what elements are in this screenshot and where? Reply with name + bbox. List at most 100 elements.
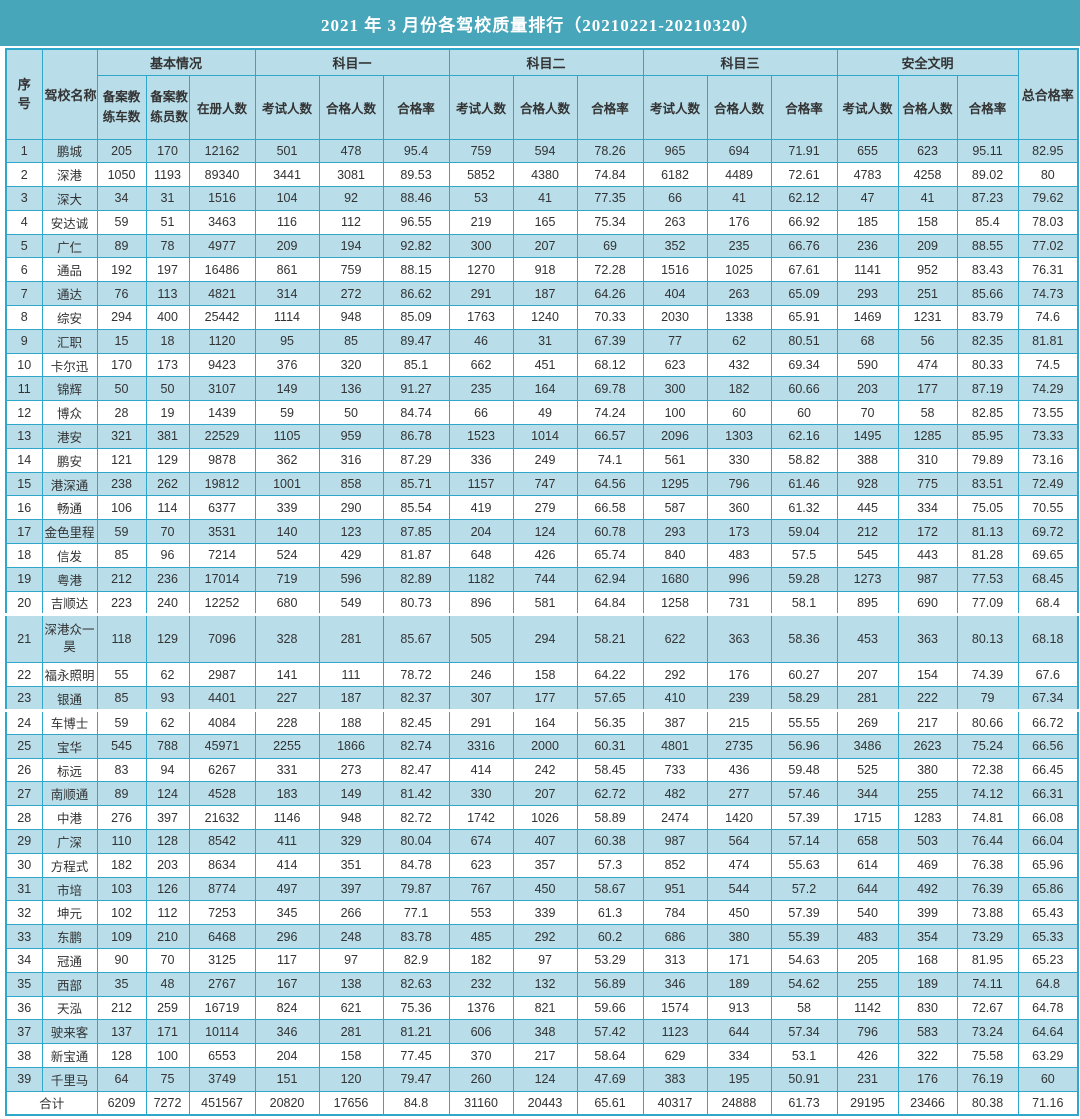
value-cell: 106	[96, 495, 147, 521]
value-cell: 69	[576, 233, 644, 259]
value-cell: 66.72	[1017, 709, 1079, 735]
value-cell: 821	[512, 995, 578, 1021]
total-value-cell: 6209	[96, 1090, 147, 1116]
seq-cell: 12	[5, 400, 43, 426]
table-row: 3 深大 34 31 1516 104 92 88.46 53 41 77.35 66 41 62.12 4…	[5, 186, 1079, 211]
value-cell: 399	[897, 900, 958, 926]
value-cell: 674	[448, 829, 514, 854]
value-cell: 92.82	[382, 233, 450, 259]
value-cell: 80.51	[770, 328, 838, 354]
table-row: 38 新宝通 128 100 6553 204 158 77.45 370 217 58.64 629…	[5, 1043, 1079, 1068]
value-cell: 3531	[188, 519, 256, 545]
value-cell: 50	[145, 376, 190, 402]
value-cell: 1439	[188, 400, 256, 426]
value-cell: 78.26	[576, 138, 644, 164]
value-cell: 70.55	[1017, 495, 1079, 521]
value-cell: 1420	[706, 805, 772, 831]
value-cell: 60.2	[576, 924, 644, 949]
value-cell: 2474	[642, 805, 708, 831]
school-name-cell: 广深	[41, 829, 98, 854]
value-cell: 171	[706, 948, 772, 973]
value-cell: 1523	[448, 424, 514, 449]
value-cell: 74.5	[1017, 352, 1079, 378]
seq-cell: 10	[5, 352, 43, 378]
value-cell: 329	[318, 829, 384, 854]
value-cell: 57.5	[770, 543, 838, 568]
value-cell: 951	[642, 876, 708, 902]
value-cell: 680	[254, 590, 320, 616]
seq-cell: 20	[5, 590, 43, 616]
value-cell: 217	[897, 709, 958, 735]
seq-cell: 6	[5, 257, 43, 283]
value-cell: 251	[897, 281, 958, 307]
group-header-subject3: 科目三	[642, 48, 838, 76]
value-cell: 94	[145, 757, 190, 783]
value-cell: 73.24	[956, 1019, 1019, 1045]
value-cell: 69.65	[1017, 543, 1079, 568]
value-cell: 686	[642, 924, 708, 949]
seq-cell: 21	[5, 613, 43, 664]
seq-cell: 18	[5, 543, 43, 568]
value-cell: 95.4	[382, 138, 450, 164]
school-name-cell: 深港	[41, 162, 98, 188]
value-cell: 965	[642, 138, 708, 164]
value-cell: 72.67	[956, 995, 1019, 1021]
value-cell: 540	[836, 900, 899, 926]
header-sub-row: 备案教练车数 备案教练员数 在册人数 考试人数 合格人数 合格率 考试人数 合格…	[6, 74, 1078, 140]
table-row: 39 千里马 64 75 3749 151 120 79.47 260 124 47.69 383 19…	[5, 1066, 1079, 1092]
value-cell: 346	[642, 971, 708, 997]
value-cell: 164	[512, 376, 578, 402]
value-cell: 362	[254, 447, 320, 473]
school-name-cell: 标远	[41, 757, 98, 783]
table-body: 1 鹏城 205 170 12162 501 478 95.4 759 594 78.26 965 69…	[5, 138, 1079, 1116]
school-name-cell: 深大	[41, 186, 98, 211]
value-cell: 204	[448, 519, 514, 545]
col-header-enrolled: 在册人数	[188, 74, 256, 140]
value-cell: 70	[145, 519, 190, 545]
value-cell: 126	[145, 876, 190, 902]
value-cell: 959	[318, 424, 384, 449]
value-cell: 300	[448, 233, 514, 259]
value-cell: 197	[145, 257, 190, 283]
value-cell: 74.84	[576, 162, 644, 188]
value-cell: 987	[897, 566, 958, 592]
value-cell: 330	[706, 447, 772, 473]
col-header-s3-rate: 合格率	[770, 74, 838, 140]
value-cell: 553	[448, 900, 514, 926]
school-name-cell: 粤港	[41, 566, 98, 592]
value-cell: 12252	[188, 590, 256, 616]
value-cell: 281	[318, 1019, 384, 1045]
value-cell: 59.04	[770, 519, 838, 545]
value-cell: 70	[836, 400, 899, 426]
value-cell: 54.62	[770, 971, 838, 997]
value-cell: 414	[448, 757, 514, 783]
value-cell: 170	[145, 138, 190, 164]
value-cell: 3107	[188, 376, 256, 402]
value-cell: 158	[512, 662, 578, 688]
group-header-safety: 安全文明	[836, 48, 1019, 76]
value-cell: 61.3	[576, 900, 644, 926]
value-cell: 19812	[188, 471, 256, 497]
value-cell: 217	[512, 1043, 578, 1068]
value-cell: 450	[706, 900, 772, 926]
seq-cell: 2	[5, 162, 43, 188]
value-cell: 273	[318, 757, 384, 783]
value-cell: 207	[512, 781, 578, 807]
value-cell: 79.89	[956, 447, 1019, 473]
table-row: 2 深港 1050 1193 89340 3441 3081 89.53 5852 4380 74.…	[5, 162, 1079, 188]
value-cell: 67.39	[576, 328, 644, 354]
value-cell: 6267	[188, 757, 256, 783]
seq-cell: 24	[5, 709, 43, 735]
value-cell: 6553	[188, 1043, 256, 1068]
value-cell: 176	[706, 209, 772, 235]
table-row: 7 通达 76 113 4821 314 272 86.62 291 187 64.26 404 263…	[5, 281, 1079, 307]
value-cell: 74.81	[956, 805, 1019, 831]
table-wrap: 序号 驾校名称 基本情况 科目一 科目二 科目三 安全文明 总合格率 备案教练车…	[0, 46, 1080, 1119]
total-value-cell: 71.16	[1017, 1090, 1079, 1116]
value-cell: 76.19	[956, 1066, 1019, 1092]
seq-cell: 3	[5, 186, 43, 211]
value-cell: 400	[145, 305, 190, 330]
value-cell: 83.79	[956, 305, 1019, 330]
value-cell: 525	[836, 757, 899, 783]
table-row: 23 银通 85 93 4401 227 187 82.37 307 177 57.65 410 239…	[5, 686, 1079, 712]
